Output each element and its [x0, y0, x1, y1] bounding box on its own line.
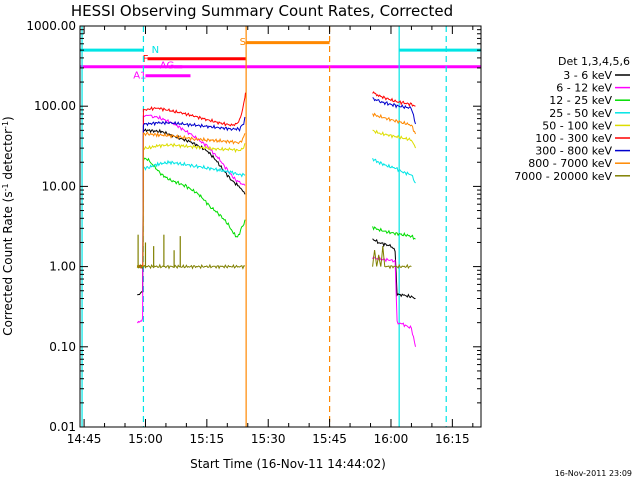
y-tick-label: 1000.00 [26, 19, 76, 33]
legend-entry-label: 3 - 6 keV [563, 69, 612, 82]
legend-entry-label: 7000 - 20000 keV [514, 170, 612, 183]
y-tick-label: 1.00 [49, 260, 76, 274]
x-tick-label: 15:15 [190, 432, 225, 446]
series-line [136, 157, 416, 269]
flag-label: F [143, 54, 149, 65]
y-tick-label: 0.01 [49, 420, 76, 434]
plot-frame [79, 25, 482, 428]
series-line [137, 128, 416, 300]
legend-entry-label: 100 - 300 keV [535, 132, 612, 145]
flag-label: S [240, 37, 246, 48]
flag-label: N [152, 45, 159, 56]
series-line [136, 246, 412, 270]
legend-entry-label: 800 - 7000 keV [528, 157, 612, 170]
series-line [136, 97, 416, 269]
legend-entry-label: 25 - 50 keV [549, 107, 612, 120]
y-tick-label: 10.00 [42, 179, 76, 193]
legend-entry-label: 12 - 25 keV [549, 94, 612, 107]
legend-title: Det 1,3,4,5,6 [558, 55, 630, 68]
x-tick-label: 16:00 [374, 432, 409, 446]
x-tick-label: 15:45 [312, 432, 347, 446]
y-tick-label: 100.00 [34, 99, 76, 113]
x-axis-label: Start Time (16-Nov-11 14:44:02) [190, 457, 386, 471]
series-line [136, 114, 416, 347]
legend-entry-label: 6 - 12 keV [556, 82, 612, 95]
series-line [136, 112, 416, 268]
chart-title: HESSI Observing Summary Count Rates, Cor… [71, 2, 453, 20]
y-tick-label: 0.10 [49, 340, 76, 354]
flag-label: AG [160, 61, 174, 72]
x-tick-label: 16:15 [435, 432, 470, 446]
series-line [137, 91, 416, 269]
flag-label: A1 [133, 70, 146, 81]
legend-entry-label: 300 - 800 keV [535, 145, 612, 158]
x-tick-label: 15:00 [128, 432, 163, 446]
series-line [136, 129, 416, 269]
legend-entry-label: 50 - 100 keV [542, 119, 612, 132]
y-axis-label: Corrected Count Rate (s-1 detector-1) [1, 116, 15, 335]
timestamp: 16-Nov-2011 23:09 [555, 469, 632, 478]
x-tick-label: 14:45 [67, 432, 102, 446]
x-tick-label: 15:30 [251, 432, 286, 446]
series-line [136, 158, 416, 268]
